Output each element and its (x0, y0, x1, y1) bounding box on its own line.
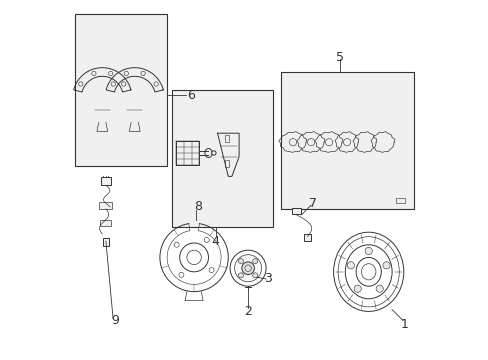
Circle shape (346, 262, 354, 269)
Ellipse shape (204, 149, 212, 158)
FancyBboxPatch shape (101, 220, 111, 226)
Circle shape (365, 247, 371, 255)
Bar (395, 198, 404, 203)
Circle shape (252, 258, 257, 264)
Text: 4: 4 (211, 235, 219, 248)
Ellipse shape (179, 243, 208, 272)
Circle shape (343, 139, 350, 146)
Circle shape (238, 273, 243, 278)
Text: 8: 8 (193, 201, 201, 213)
Bar (102, 238, 109, 246)
Ellipse shape (234, 255, 261, 282)
Circle shape (375, 285, 383, 292)
Text: 1: 1 (400, 318, 408, 330)
Circle shape (325, 139, 332, 146)
FancyBboxPatch shape (75, 14, 167, 166)
Text: 5: 5 (335, 51, 343, 64)
Circle shape (382, 262, 389, 269)
Bar (224, 135, 228, 142)
Circle shape (252, 273, 257, 278)
Circle shape (353, 285, 361, 292)
FancyBboxPatch shape (99, 202, 112, 209)
Text: 3: 3 (264, 273, 271, 285)
Circle shape (307, 139, 314, 146)
Bar (304, 234, 310, 241)
Ellipse shape (241, 262, 254, 274)
Ellipse shape (337, 237, 399, 307)
Text: 9: 9 (111, 314, 119, 327)
Text: 7: 7 (308, 197, 316, 210)
Ellipse shape (355, 257, 381, 286)
Text: 2: 2 (244, 305, 251, 318)
Ellipse shape (211, 151, 216, 155)
Ellipse shape (333, 232, 403, 311)
Bar (291, 208, 301, 214)
Ellipse shape (230, 250, 265, 286)
FancyBboxPatch shape (280, 72, 413, 209)
Bar (224, 160, 228, 167)
FancyBboxPatch shape (172, 90, 273, 227)
Circle shape (289, 139, 296, 146)
Text: 6: 6 (186, 89, 194, 102)
Circle shape (238, 258, 243, 264)
Bar (101, 177, 110, 185)
Ellipse shape (345, 245, 391, 299)
